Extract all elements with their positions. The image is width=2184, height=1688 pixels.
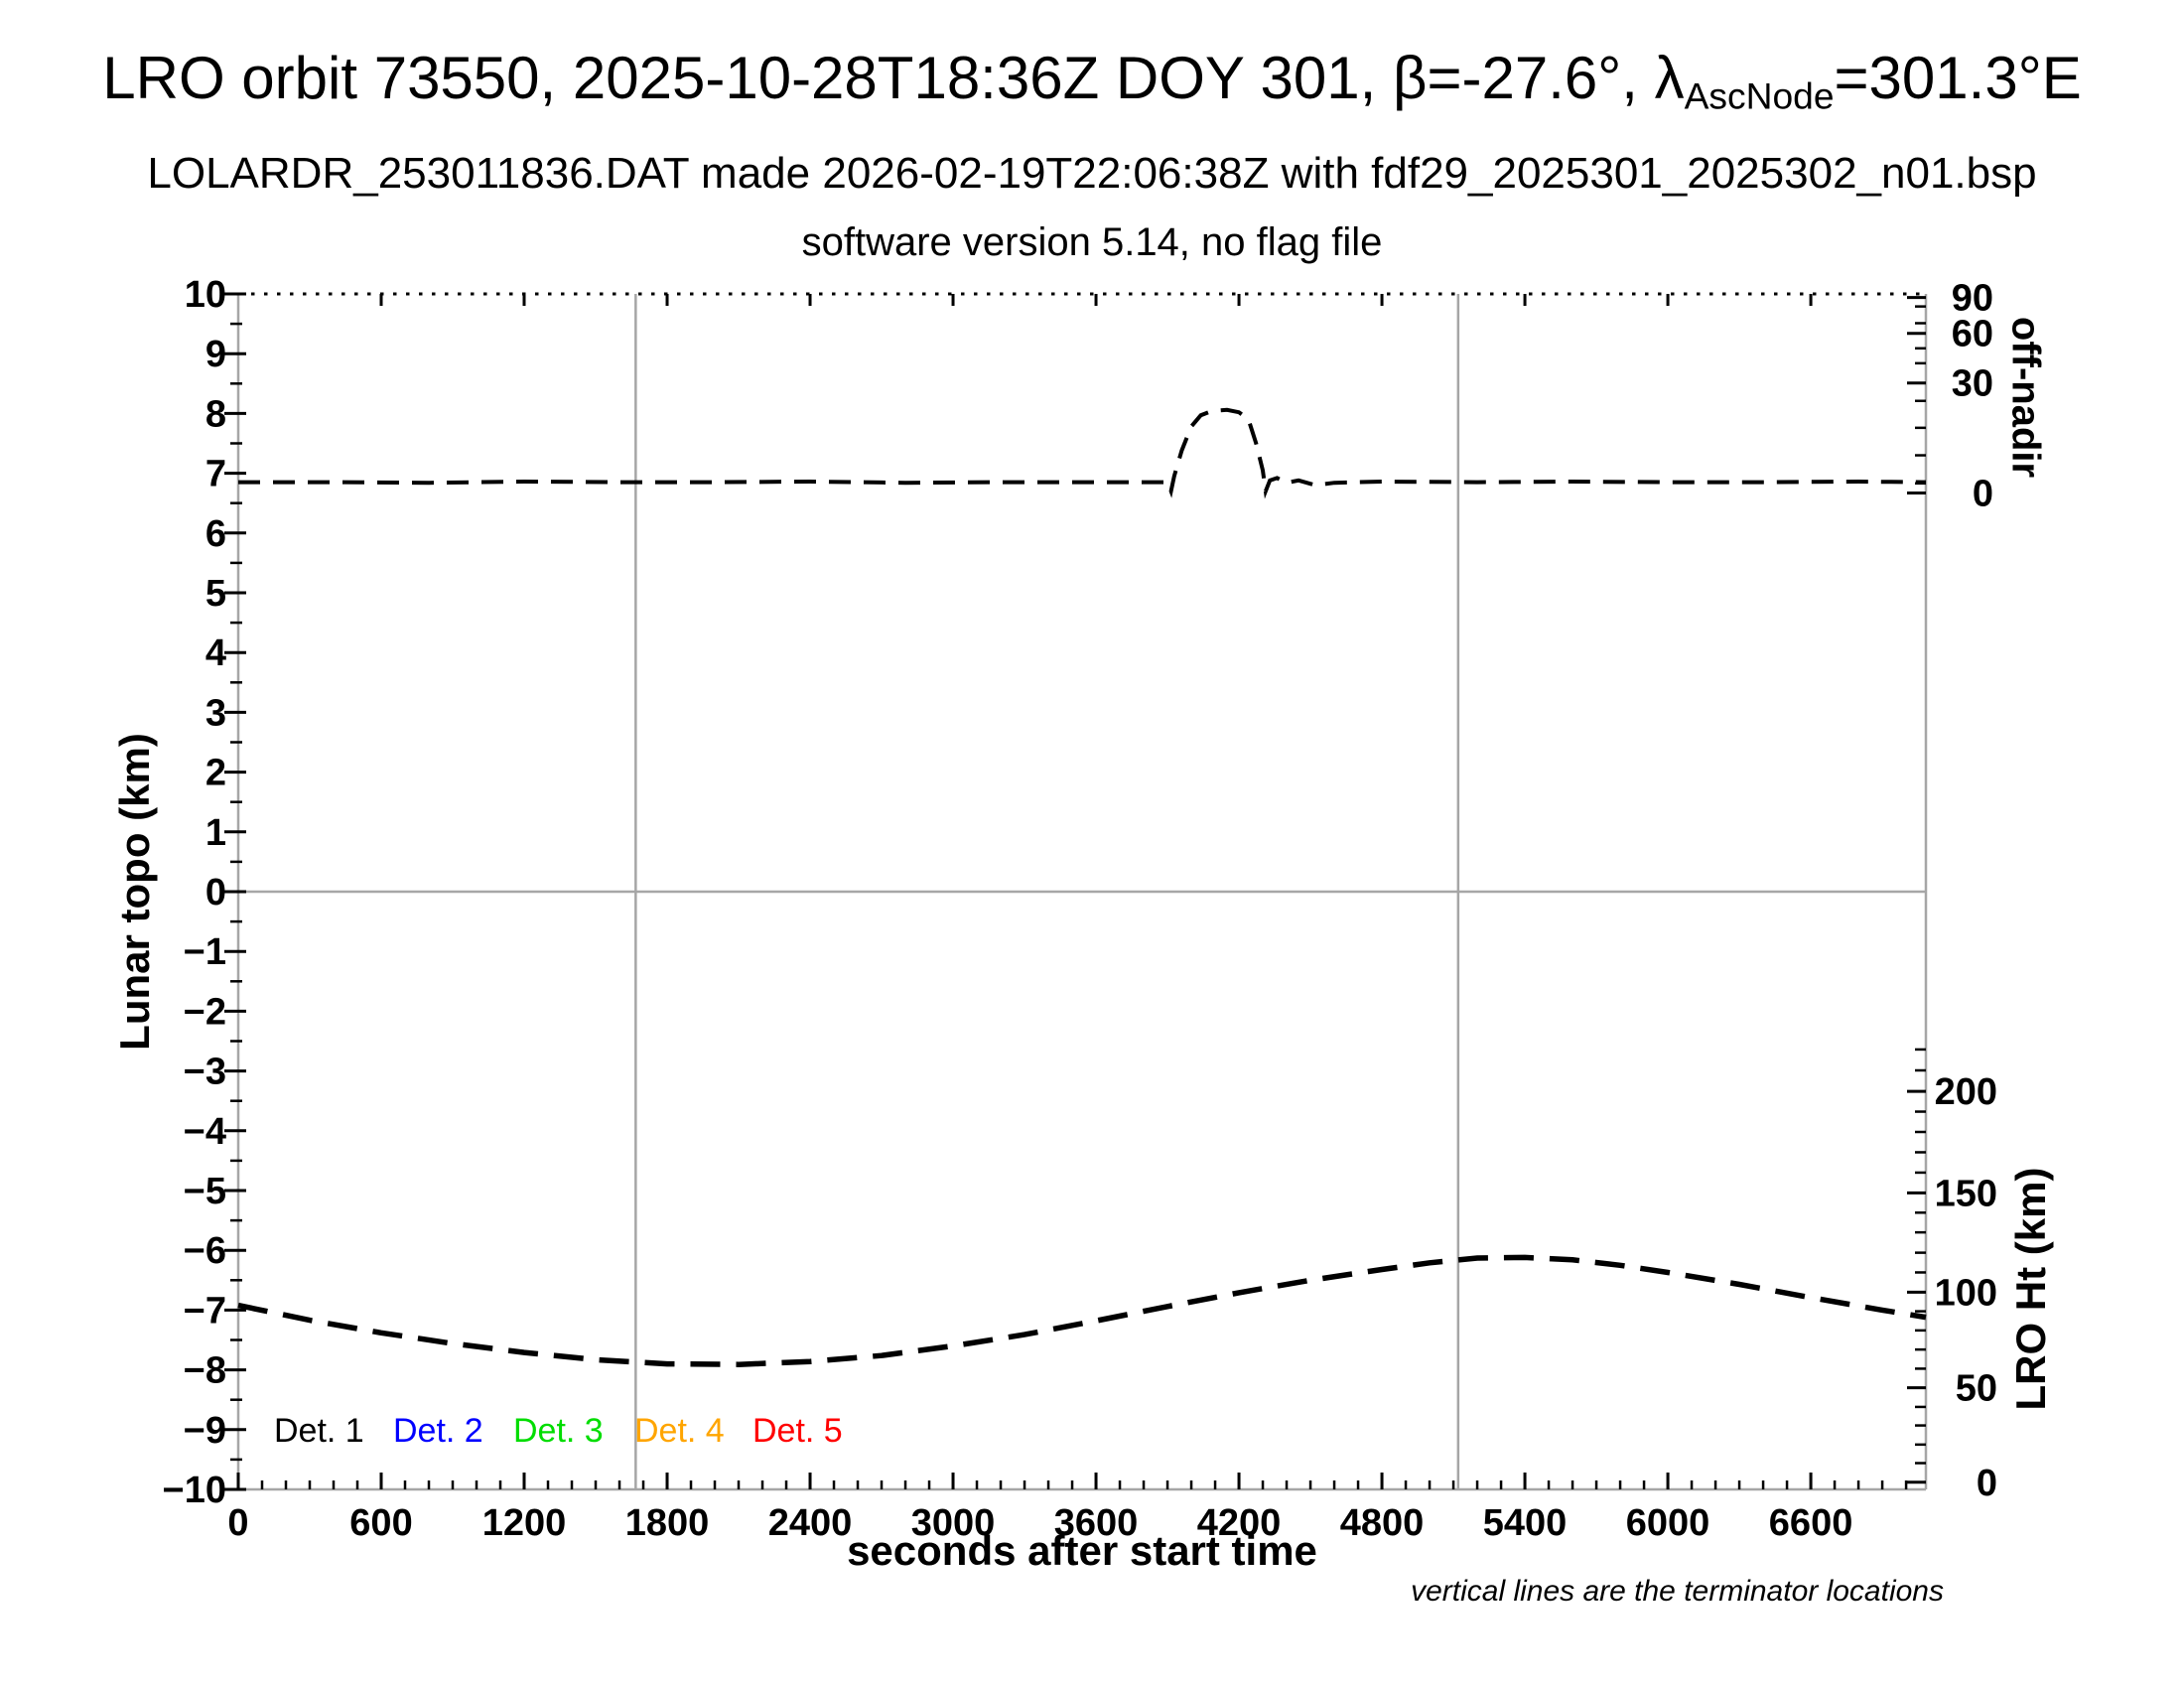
y-tick-label: 5: [205, 573, 226, 615]
legend-det-2: Det. 2: [393, 1412, 483, 1450]
y-tick-label: −6: [184, 1230, 226, 1272]
lro-height-curve: [237, 1254, 1927, 1367]
x-tick-label: 600: [349, 1502, 412, 1544]
y-tick-label: −4: [184, 1111, 226, 1153]
page-title: LRO orbit 73550, 2025-10-28T18:36Z DOY 3…: [0, 44, 2184, 117]
offnadir-tick-label: 0: [1973, 473, 1993, 514]
y-tick-label: 3: [205, 692, 226, 734]
offnadir-tick-label: 30: [1952, 363, 1993, 405]
title-prefix: LRO orbit 73550, 2025-10-28T18:36Z DOY 3…: [102, 45, 1685, 111]
lroht-tick-label: 100: [1935, 1272, 1997, 1314]
legend-det-5: Det. 5: [752, 1412, 843, 1450]
title-subscript: AscNode: [1684, 74, 1835, 117]
x-tick-label: 6600: [1769, 1502, 1853, 1544]
x-tick-label: 6000: [1626, 1502, 1710, 1544]
legend-det-4: Det. 4: [634, 1412, 725, 1450]
y-tick-label: 7: [205, 454, 226, 495]
offnadir-tick-label: 90: [1952, 278, 1993, 320]
y-tick-label: −2: [184, 991, 226, 1033]
x-tick-label: 3600: [1054, 1502, 1139, 1544]
x-tick-label: 2400: [768, 1502, 853, 1544]
y-tick-label: 6: [205, 513, 226, 555]
lroht-tick-label: 150: [1935, 1173, 1997, 1214]
title-suffix: =301.3°E: [1834, 45, 2082, 111]
legend-det-1: Det. 1: [274, 1412, 364, 1450]
y-tick-label: 2: [205, 753, 226, 794]
y-tick-label: −9: [184, 1410, 226, 1452]
subtitle-filename: LOLARDR_253011836.DAT made 2026-02-19T22…: [147, 149, 2037, 198]
y-tick-label: 0: [205, 872, 226, 914]
y-tick-label: −8: [184, 1350, 226, 1392]
terminator-footnote: vertical lines are the terminator locati…: [1411, 1575, 1944, 1608]
y-tick-label: 10: [185, 274, 226, 316]
x-tick-label: 4800: [1340, 1502, 1425, 1544]
y-tick-label: 4: [205, 633, 226, 674]
right-axis-title-lro-height: LRO Ht (km): [2007, 1167, 2054, 1411]
y-tick-label: −3: [184, 1052, 226, 1093]
y-tick-label: −7: [184, 1290, 226, 1332]
y-tick-label: −10: [163, 1470, 226, 1511]
legend-det-3: Det. 3: [513, 1412, 604, 1450]
x-axis-title: seconds after start time: [847, 1527, 1317, 1574]
x-tick-label: 1200: [482, 1502, 567, 1544]
y-tick-label: −5: [184, 1171, 226, 1212]
off-nadir-angle-curve: [238, 407, 1927, 499]
y-tick-label: −1: [184, 931, 226, 973]
lroht-tick-label: 200: [1935, 1071, 1997, 1113]
left-axis-title: Lunar topo (km): [111, 733, 158, 1051]
x-tick-label: 0: [227, 1502, 248, 1544]
y-tick-label: 9: [205, 334, 226, 375]
x-tick-label: 4200: [1197, 1502, 1282, 1544]
offnadir-tick-label: 60: [1952, 314, 1993, 355]
x-tick-label: 5400: [1483, 1502, 1568, 1544]
lroht-tick-label: 50: [1956, 1368, 1997, 1410]
lroht-tick-label: 0: [1977, 1463, 1997, 1504]
right-axis-title-off-nadir: off-nadir: [2003, 316, 2048, 479]
y-tick-label: 8: [205, 393, 226, 435]
x-tick-label: 3000: [911, 1502, 996, 1544]
software-version-line: software version 5.14, no flag file: [801, 220, 1383, 264]
x-tick-label: 1800: [625, 1502, 710, 1544]
y-tick-label: 1: [205, 812, 226, 854]
